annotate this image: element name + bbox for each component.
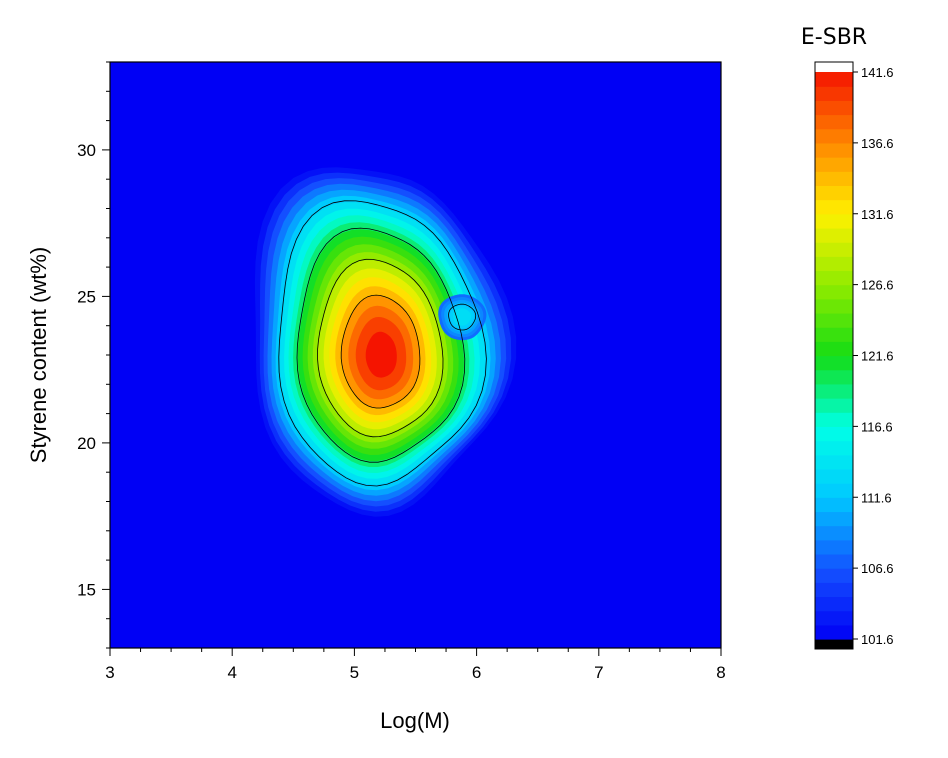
- colorbar-tick-label: 116.6: [861, 419, 893, 434]
- contour-level: [365, 331, 397, 378]
- colorbar-band: [815, 270, 853, 286]
- colorbar-band: [815, 171, 853, 186]
- contour-line: [340, 294, 421, 409]
- y-axis-title: Styrene content (wt%): [26, 247, 51, 463]
- colorbar-band: [815, 539, 853, 555]
- colorbar-band: [815, 596, 853, 612]
- colorbar-band: [815, 128, 853, 144]
- x-tick-label: 7: [594, 663, 603, 682]
- colorbar-band: [815, 426, 853, 442]
- colorbar-band: [815, 327, 853, 342]
- colorbar-band: [815, 511, 853, 527]
- y-tick-label: 25: [77, 287, 96, 306]
- colorbar-band: [815, 553, 853, 569]
- colorbar-band: [815, 284, 853, 300]
- colorbar: 101.6 106.6 111.6 116.6 121.6 126.6 131.6 136.6…: [814, 61, 894, 650]
- colorbar-band: [815, 86, 853, 101]
- colorbar-band: [815, 142, 853, 158]
- contour-fills: [254, 167, 517, 517]
- colorbar-tick-label: 121.6: [861, 349, 894, 364]
- contour-line: [296, 227, 466, 463]
- colorbar-band: [815, 256, 853, 272]
- colorbar-band: [815, 298, 853, 314]
- y-axis: 15 20 25 30: [77, 61, 110, 649]
- colorbar-band: [815, 341, 853, 357]
- colorbar-band: [815, 525, 853, 541]
- colorbar-under-cap: [815, 639, 853, 649]
- colorbar-tick-label: 111.6: [861, 490, 892, 505]
- contour-line: [448, 303, 477, 331]
- colorbar-band: [815, 227, 853, 243]
- colorbar-title: E-SBR: [801, 25, 867, 50]
- colorbar-band: [815, 355, 853, 371]
- colorbar-tick-label: 106.6: [861, 561, 894, 576]
- colorbar-band: [815, 213, 853, 229]
- x-tick-label: 6: [472, 663, 481, 682]
- colorbar-band: [815, 412, 853, 427]
- colorbar-band: [815, 199, 853, 215]
- colorbar-band: [815, 383, 853, 399]
- colorbar-band: [815, 582, 853, 598]
- colorbar-tick-label: 141.6: [861, 65, 894, 80]
- x-tick-label: 5: [350, 663, 359, 682]
- colorbar-band: [815, 398, 853, 413]
- x-tick-label: 3: [105, 663, 114, 682]
- x-axis: 3 4 5 6 7 8: [105, 648, 726, 682]
- colorbar-tick-label: 131.6: [861, 207, 894, 222]
- colorbar-tick-label: 126.6: [861, 278, 894, 293]
- colorbar-band: [815, 468, 853, 484]
- colorbar-band: [815, 624, 853, 640]
- contour-line: [278, 200, 487, 487]
- colorbar-band: [815, 72, 853, 87]
- colorbar-band: [815, 100, 853, 116]
- colorbar-band: [815, 312, 853, 328]
- colorbar-tick-label: 136.6: [861, 136, 894, 151]
- colorbar-band: [815, 454, 853, 470]
- y-tick-label: 15: [77, 580, 96, 599]
- x-tick-label: 8: [716, 663, 725, 682]
- y-tick-label: 30: [77, 141, 96, 160]
- contour-line: [317, 258, 444, 438]
- y-tick-label: 20: [77, 434, 96, 453]
- contour-lines: [278, 200, 487, 487]
- colorbar-over-cap: [815, 62, 853, 72]
- colorbar-band: [815, 114, 853, 130]
- colorbar-band: [815, 440, 853, 456]
- colorbar-tick-label: 101.6: [861, 632, 894, 647]
- colorbar-band: [815, 242, 853, 257]
- colorbar-band: [815, 568, 853, 583]
- colorbar-band: [815, 185, 853, 201]
- colorbar-band: [815, 483, 853, 498]
- colorbar-band: [815, 157, 853, 172]
- x-tick-label: 4: [227, 663, 236, 682]
- colorbar-band: [815, 610, 853, 626]
- colorbar-band: [815, 497, 853, 513]
- x-axis-title: Log(M): [380, 708, 450, 733]
- colorbar-band: [815, 369, 853, 385]
